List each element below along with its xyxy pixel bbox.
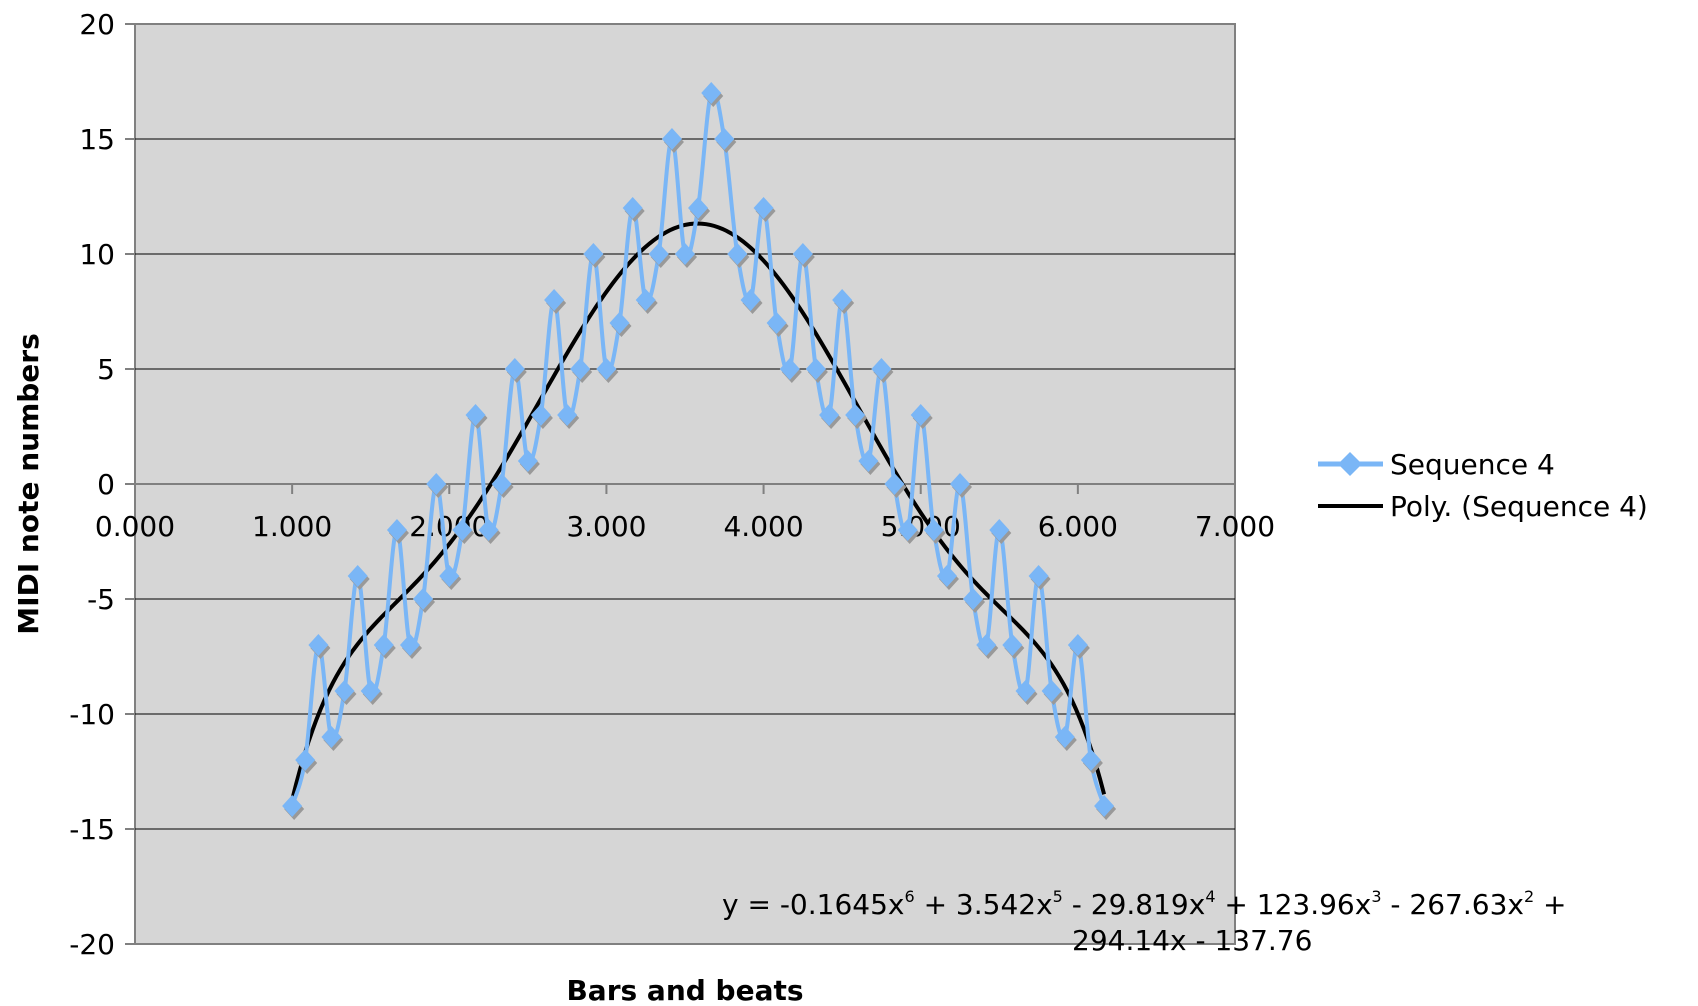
data-point [635, 289, 656, 311]
data-point [426, 473, 447, 495]
y-tick-label: -5 [87, 583, 115, 616]
legend-label-poly: Poly. (Sequence 4) [1390, 490, 1648, 523]
data-point [439, 565, 460, 587]
data-point [727, 243, 748, 265]
data-point [491, 473, 512, 495]
data-point [373, 634, 394, 656]
data-point [661, 128, 682, 150]
data-point [452, 519, 473, 541]
legend-label-sequence-4: Sequence 4 [1390, 448, 1555, 481]
data-point [530, 404, 551, 426]
data-point [675, 243, 695, 265]
data-point [936, 565, 957, 587]
x-tick-label: 0.000 [95, 510, 175, 543]
data-point [950, 473, 970, 495]
data-point [1094, 795, 1115, 817]
gridlines [135, 138, 1235, 830]
data-point [360, 680, 381, 702]
data-point [504, 358, 525, 380]
data-point [1080, 749, 1101, 771]
data-point [400, 634, 420, 656]
data-point [557, 404, 578, 426]
y-tick-label: 20 [79, 8, 115, 41]
data-point [609, 312, 630, 334]
y-axis: 20 15 10 5 0 -5 -10 -15 -20 [69, 8, 135, 961]
data-point [478, 519, 499, 541]
data-point [596, 358, 617, 380]
data-point [766, 312, 787, 334]
data-point [413, 588, 434, 610]
data-point [989, 519, 1010, 541]
data-point [832, 289, 853, 311]
data-point [622, 197, 643, 219]
y-tick-label: 10 [79, 238, 115, 271]
data-point [465, 404, 486, 426]
data-point [753, 197, 774, 219]
data-point [570, 358, 591, 380]
data-point [308, 634, 329, 656]
x-tick-label: 2.000 [409, 510, 489, 543]
data-point [544, 289, 565, 311]
data-point [701, 82, 722, 104]
x-tick-label: 6.000 [1038, 510, 1118, 543]
data-point [871, 358, 892, 380]
data-point [1041, 680, 1062, 702]
data-point [386, 519, 407, 541]
data-point [321, 726, 342, 748]
data-point [1002, 634, 1023, 656]
data-point [517, 450, 538, 472]
data-point [976, 634, 997, 656]
data-point [910, 404, 931, 426]
trendline-equation-line-1: y = -0.1645x6 + 3.542x5 - 29.819x4 + 123… [722, 887, 1567, 921]
data-point [884, 473, 905, 495]
data-point [334, 680, 355, 702]
data-point [1067, 634, 1088, 656]
data-point [295, 749, 316, 771]
data-point [779, 358, 800, 380]
x-tick-label: 4.000 [723, 510, 803, 543]
x-axis-title: Bars and beats [566, 974, 803, 1006]
trendline-equation-line-2: 294.14x - 137.76 [1072, 924, 1312, 957]
data-point [714, 128, 735, 150]
data-point [805, 358, 826, 380]
data-point [923, 519, 944, 541]
data-point [583, 243, 604, 265]
data-point [688, 197, 709, 219]
data-point [858, 450, 879, 472]
y-tick-label: 0 [97, 468, 115, 501]
data-point [347, 565, 368, 587]
y-tick-label: -20 [69, 928, 115, 961]
data-point [1015, 680, 1036, 702]
y-tick-label: -10 [69, 698, 115, 731]
x-tick-label: 1.000 [252, 510, 332, 543]
series-sequence-4 [282, 82, 1117, 820]
x-tick-label: 3.000 [566, 510, 646, 543]
data-point [648, 243, 669, 265]
data-point [1028, 565, 1049, 587]
legend-marker-sequence-4 [1338, 452, 1362, 476]
data-point [897, 519, 918, 541]
data-point [845, 404, 866, 426]
data-point [282, 795, 303, 817]
data-point [963, 588, 984, 610]
data-point [1054, 726, 1075, 748]
y-tick-label: -15 [69, 813, 115, 846]
data-point [740, 289, 761, 311]
y-tick-label: 5 [97, 353, 115, 386]
legend: Sequence 4 Poly. (Sequence 4) [1318, 448, 1648, 523]
x-tick-label: 7.000 [1195, 510, 1275, 543]
y-tick-label: 15 [79, 123, 115, 156]
data-point [792, 243, 813, 265]
data-point [819, 404, 840, 426]
x-axis: 0.000 1.000 2.000 3.000 4.000 5.000 6.000 7.000 [95, 483, 1275, 543]
y-axis-title: MIDI note numbers [12, 333, 45, 635]
